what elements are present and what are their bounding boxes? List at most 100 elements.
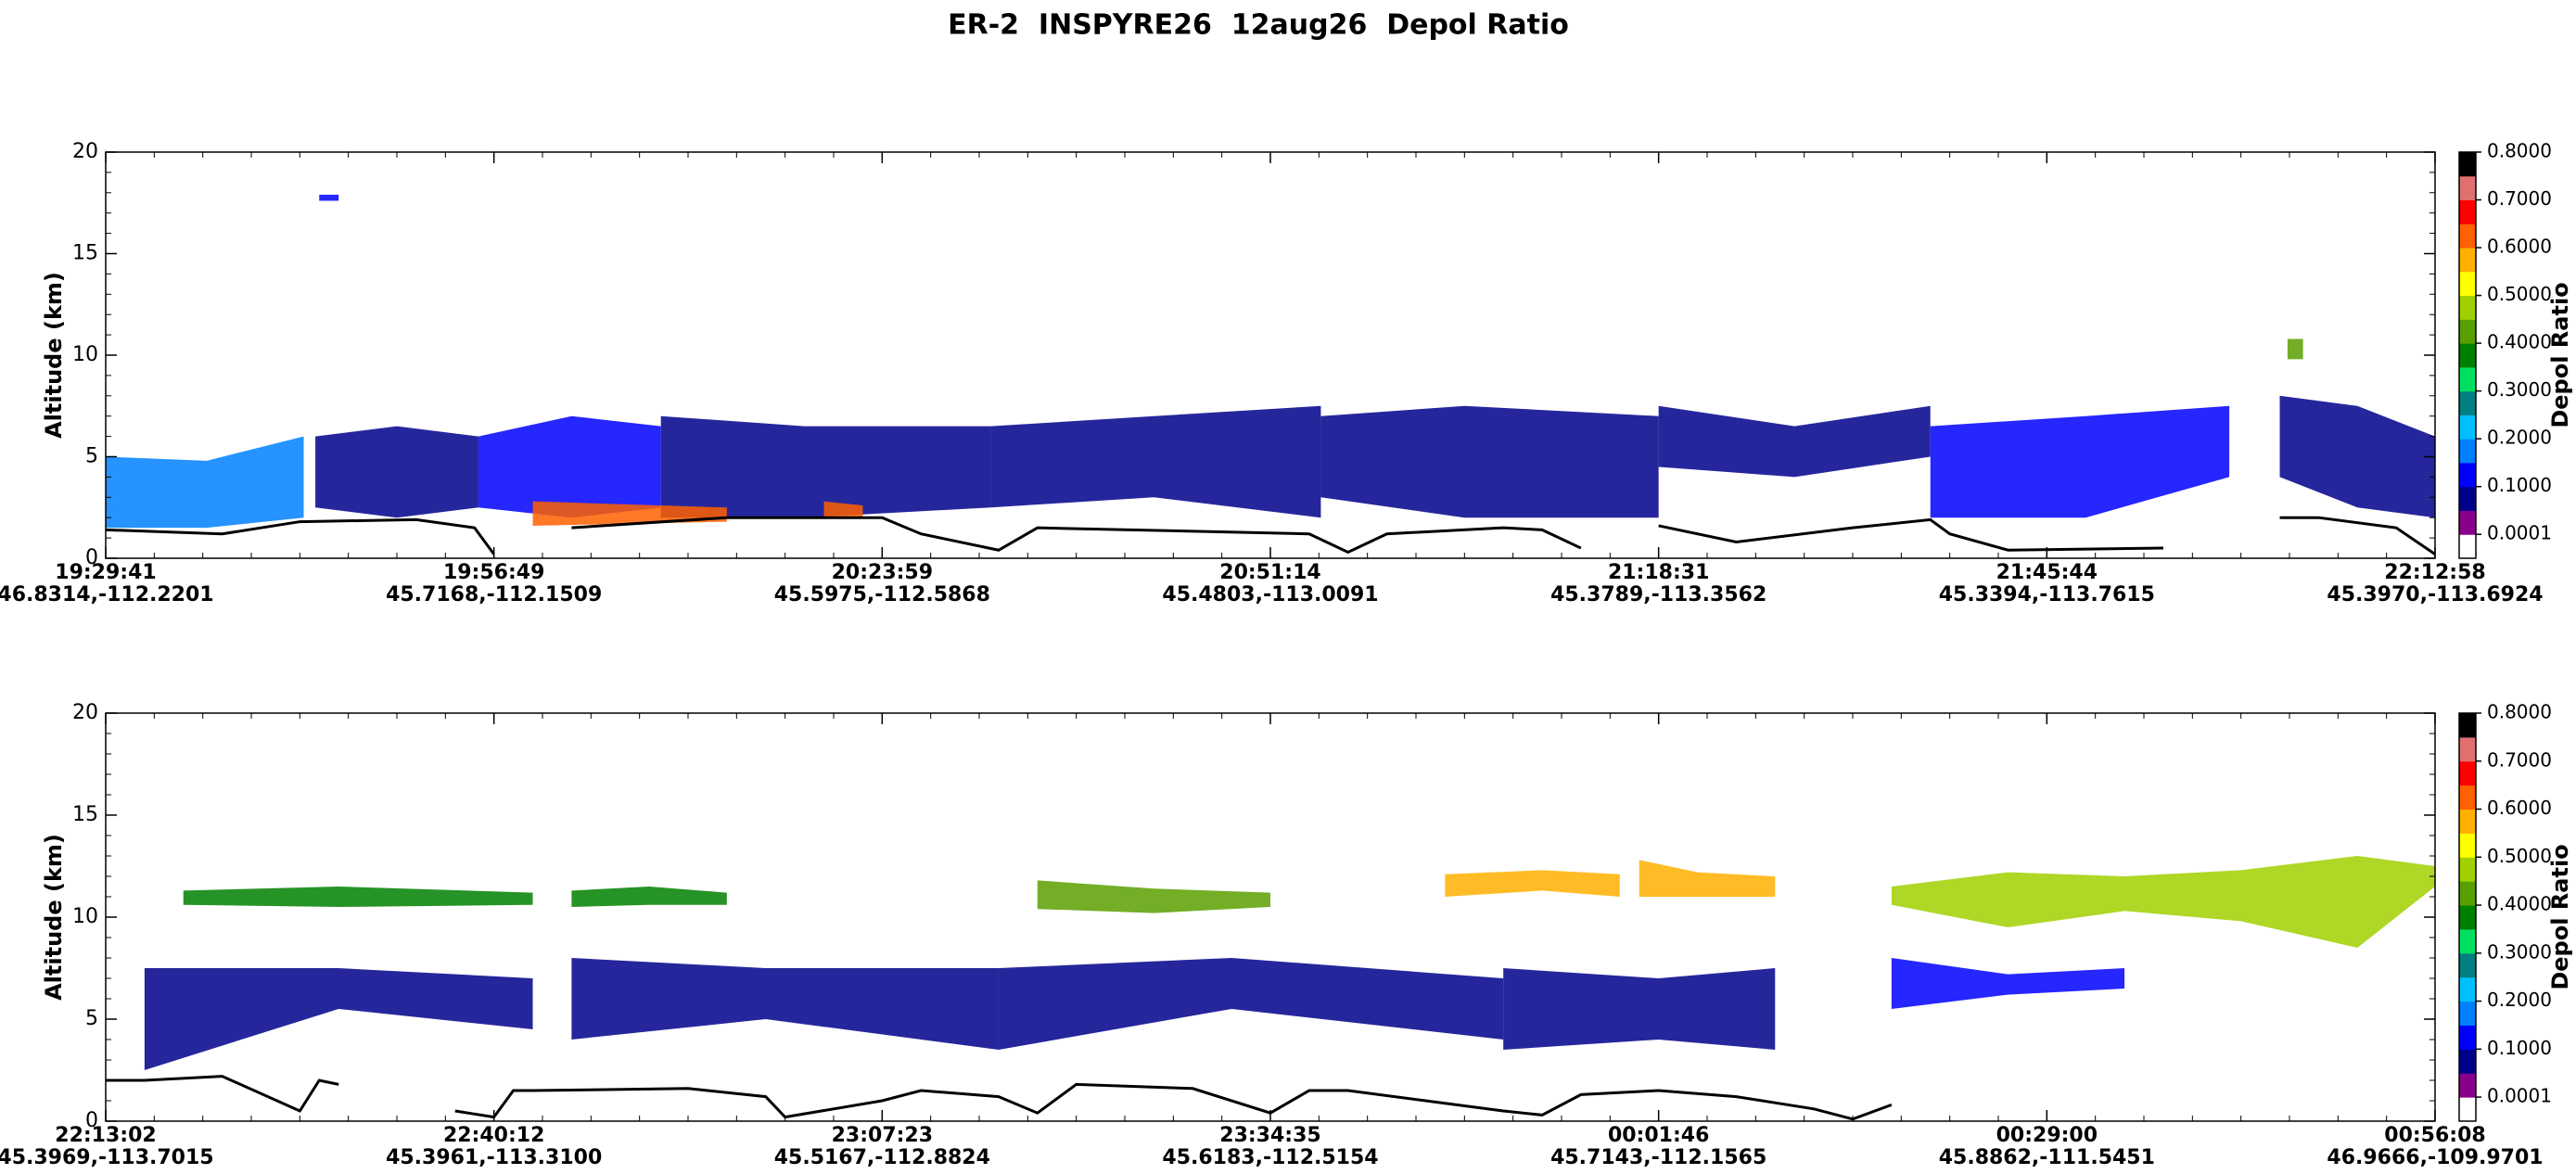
colorbar-band	[2459, 152, 2476, 177]
colorbar-band	[2459, 1001, 2476, 1026]
colorbar-label: Depol Ratio	[2547, 282, 2573, 427]
x-tick-label: 00:01:46	[1608, 1124, 1709, 1147]
aerosol-cloud-layer	[1891, 856, 2435, 948]
colorbar-tick-label: 0.8000	[2487, 140, 2552, 162]
colorbar-band	[2459, 952, 2476, 978]
x-tick-coords: 45.3969,-113.7015	[0, 1146, 214, 1169]
x-tick-coords: 45.7168,-112.1509	[386, 583, 602, 606]
aerosol-cloud-layer	[823, 501, 863, 518]
colorbar-band	[2459, 1049, 2476, 1074]
colorbar-tick-label: 0.8000	[2487, 701, 2552, 723]
y-tick-label: 20	[72, 140, 98, 163]
aerosol-cloud-layer	[1891, 958, 2125, 1009]
colorbar-band	[2459, 295, 2476, 320]
x-tick-label: 22:12:58	[2384, 561, 2485, 584]
aerosol-cloud-layer	[2287, 338, 2303, 360]
colorbar-band	[2459, 271, 2476, 297]
colorbar-label: Depol Ratio	[2547, 844, 2573, 989]
x-tick-label: 23:34:35	[1219, 1124, 1320, 1147]
colorbar-band	[2459, 248, 2476, 273]
colorbar-band	[2459, 486, 2476, 511]
colorbar-band	[2459, 736, 2476, 762]
y-tick-label: 15	[72, 242, 98, 265]
x-tick-coords: 45.3394,-113.7615	[1939, 583, 2155, 606]
x-tick-coords: 46.8314,-112.2201	[0, 583, 214, 606]
colorbar-tick-label: 0.1000	[2487, 474, 2552, 496]
y-axis-label: Altitude (km)	[41, 834, 67, 1001]
colorbar-tick-label: 0.3000	[2487, 378, 2552, 401]
colorbar-band	[2459, 534, 2476, 559]
colorbar-band	[2459, 1097, 2476, 1122]
colorbar-tick-label: 0.6000	[2487, 797, 2552, 819]
x-tick-label: 23:07:23	[832, 1124, 933, 1147]
colorbar-band	[2459, 976, 2476, 1002]
y-tick-label: 0	[85, 1109, 98, 1132]
colorbar-band	[2459, 1025, 2476, 1050]
y-tick-label: 5	[85, 445, 98, 468]
x-tick-label: 00:29:00	[1996, 1124, 2098, 1147]
colorbar-tick-label: 0.6000	[2487, 236, 2552, 258]
aerosol-cloud-layer	[1320, 405, 1659, 518]
aerosol-cloud-layer	[1658, 405, 1931, 478]
x-tick-coords: 45.5975,-112.5868	[774, 583, 990, 606]
aerosol-cloud-layer	[1639, 860, 1776, 897]
colorbar-tick-label: 0.4000	[2487, 893, 2552, 915]
colorbar-tick-label: 0.7000	[2487, 187, 2552, 210]
y-tick-label: 15	[72, 803, 98, 826]
aerosol-cloud-layer	[1930, 405, 2230, 518]
aerosol-cloud-layer	[571, 958, 999, 1050]
aerosol-cloud-layer	[1445, 870, 1620, 897]
colorbar-tick-label: 0.0001	[2487, 1085, 2552, 1107]
x-tick-coords: 45.5167,-112.8824	[774, 1146, 990, 1169]
colorbar-band	[2459, 905, 2476, 930]
colorbar-band	[2459, 199, 2476, 224]
y-axis-label: Altitude (km)	[41, 272, 67, 439]
x-tick-coords: 45.7143,-112.1565	[1550, 1146, 1766, 1169]
surface-return	[106, 1075, 1893, 1121]
x-tick-coords: 45.8862,-111.5451	[1939, 1146, 2155, 1169]
colorbar-band	[2459, 390, 2476, 415]
colorbar-band	[2459, 833, 2476, 858]
x-tick-label: 20:51:14	[1219, 561, 1320, 584]
aerosol-cloud-layer	[2279, 395, 2435, 518]
x-tick-coords: 45.6183,-112.5154	[1162, 1146, 1378, 1169]
y-tick-label: 10	[72, 343, 98, 366]
colorbar-tick-label: 0.3000	[2487, 940, 2552, 963]
colorbar-band	[2459, 366, 2476, 392]
colorbar-tick-label: 0.2000	[2487, 427, 2552, 449]
aerosol-cloud-layer	[571, 887, 727, 907]
colorbar-tick-label: 0.1000	[2487, 1037, 2552, 1059]
colorbar-band	[2459, 415, 2476, 440]
aerosol-cloud-layer	[315, 426, 478, 518]
x-tick-label: 19:29:41	[55, 561, 156, 584]
colorbar-band	[2459, 319, 2476, 344]
x-tick-coords: 45.4803,-113.0091	[1162, 583, 1378, 606]
x-tick-label: 21:45:44	[1996, 561, 2098, 584]
x-tick-coords: 45.3961,-113.3100	[386, 1146, 602, 1169]
x-tick-coords: 46.9666,-109.9701	[2327, 1146, 2543, 1169]
aerosol-cloud-layer	[998, 958, 1504, 1050]
x-tick-label: 00:56:08	[2384, 1124, 2485, 1147]
colorbar-tick-label: 0.7000	[2487, 748, 2552, 771]
colorbar-tick-label: 0.5000	[2487, 283, 2552, 305]
surface-return	[105, 516, 2436, 555]
x-tick-label: 20:23:59	[832, 561, 933, 584]
y-tick-label: 5	[85, 1007, 98, 1030]
colorbar-band	[2459, 785, 2476, 810]
y-tick-label: 20	[72, 701, 98, 724]
colorbar-frame	[2458, 712, 2477, 1122]
x-tick-coords: 45.3789,-113.3562	[1550, 583, 1766, 606]
colorbar-band	[2459, 881, 2476, 906]
aerosol-cloud-layer	[106, 436, 304, 529]
aerosol-cloud-layer	[319, 194, 339, 201]
chart-title: ER-2 INSPYRE26 12aug26 Depol Ratio	[948, 9, 1569, 42]
colorbar-band	[2459, 439, 2476, 464]
colorbar-tick-label: 0.0001	[2487, 522, 2552, 544]
x-tick-label: 19:56:49	[443, 561, 544, 584]
y-tick-label: 0	[85, 546, 98, 569]
colorbar-tick-label: 0.2000	[2487, 989, 2552, 1011]
colorbar-band	[2459, 928, 2476, 954]
aerosol-cloud-layer	[478, 415, 661, 518]
aerosol-cloud-layer	[1503, 968, 1776, 1050]
